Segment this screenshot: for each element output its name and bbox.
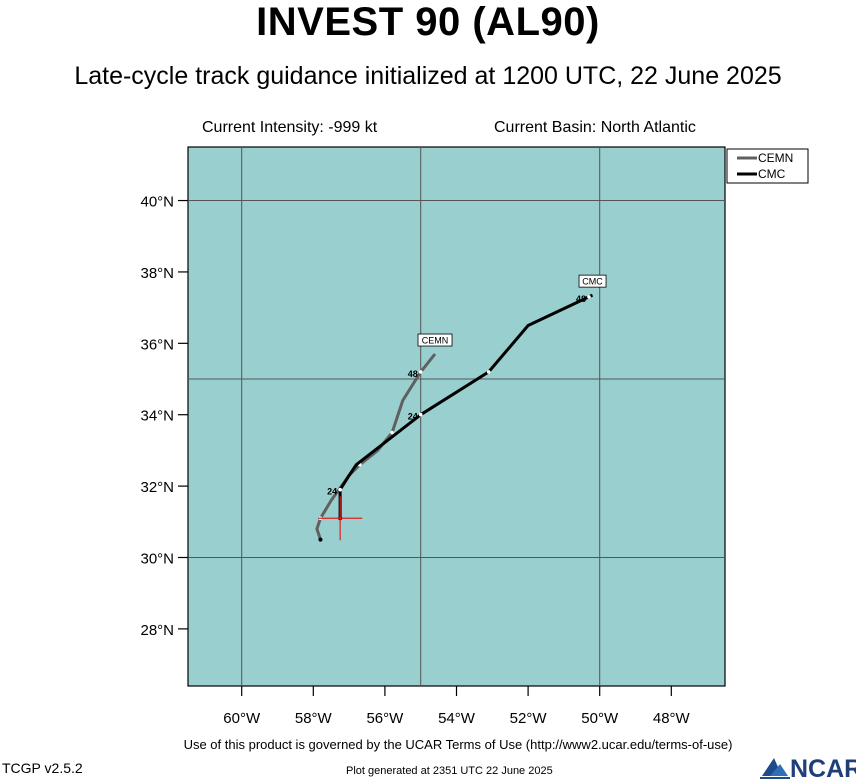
ncar-logo-mark <box>760 758 790 779</box>
terms-of-use: Use of this product is governed by the U… <box>183 737 733 752</box>
lat-tick-label: 38°N <box>140 265 174 282</box>
lat-tick-label: 40°N <box>140 194 174 211</box>
track-hour-mark <box>418 370 423 374</box>
track-hour-label: 24 <box>408 412 418 422</box>
track-label-cmc: CMC <box>582 277 603 287</box>
track-hour-mark <box>587 295 591 299</box>
lon-tick-label: 56°W <box>366 710 404 727</box>
lat-tick-label: 28°N <box>140 622 174 639</box>
track-hour-label: 24 <box>327 487 337 497</box>
track-label-box-cmc <box>578 274 607 288</box>
track-hour-mark <box>486 370 491 374</box>
track-line-cmc <box>338 293 594 519</box>
lon-tick-label: 54°W <box>438 710 476 727</box>
map-ocean <box>187 146 726 687</box>
current-basin: Current Basin: North Atlantic <box>494 119 696 136</box>
ncar-logo: NCAR <box>760 755 856 780</box>
track-hour-mark <box>338 487 342 492</box>
legend-label-cmc: CMC <box>758 167 786 181</box>
map-ticks: 28°N 30°N 32°N 34°N 36°N 38°N 40°N 60°W 58°W 56°W… <box>140 194 690 727</box>
lon-tick-label: 60°W <box>223 710 261 727</box>
current-position-marker <box>318 496 363 541</box>
track-hour-mark <box>390 430 394 435</box>
lon-tick-label: 52°W <box>510 710 548 727</box>
track-hour-label: 48 <box>408 369 418 379</box>
lat-tick-label: 32°N <box>140 479 174 496</box>
lon-tick-label: 48°W <box>653 710 691 727</box>
lon-tick-label: 58°W <box>295 710 333 727</box>
track-start-dot <box>318 537 323 542</box>
track-hour-label: 48 <box>576 294 586 304</box>
map-grid <box>188 147 725 686</box>
lon-tick-label: 50°W <box>581 710 619 727</box>
version-label: TCGP v2.5.2 <box>2 760 83 776</box>
legend-label-cemn: CEMN <box>758 151 793 165</box>
track-label-cemn: CEMN <box>422 336 449 346</box>
lat-tick-label: 30°N <box>140 550 174 567</box>
ncar-logo-text: NCAR <box>790 755 856 780</box>
lat-tick-label: 36°N <box>140 336 174 353</box>
page-title: INVEST 90 (AL90) <box>256 0 600 44</box>
current-intensity: Current Intensity: -999 kt <box>202 119 378 136</box>
page-subtitle: Late-cycle track guidance initialized at… <box>74 62 782 90</box>
legend: CEMN CMC <box>726 148 809 184</box>
generated-timestamp: Plot generated at 2351 UTC 22 June 2025 <box>346 765 553 777</box>
track-hour-mark <box>418 412 423 417</box>
lat-tick-label: 34°N <box>140 408 174 425</box>
legend-box <box>726 148 809 184</box>
track-label-box-cemn <box>417 333 453 347</box>
